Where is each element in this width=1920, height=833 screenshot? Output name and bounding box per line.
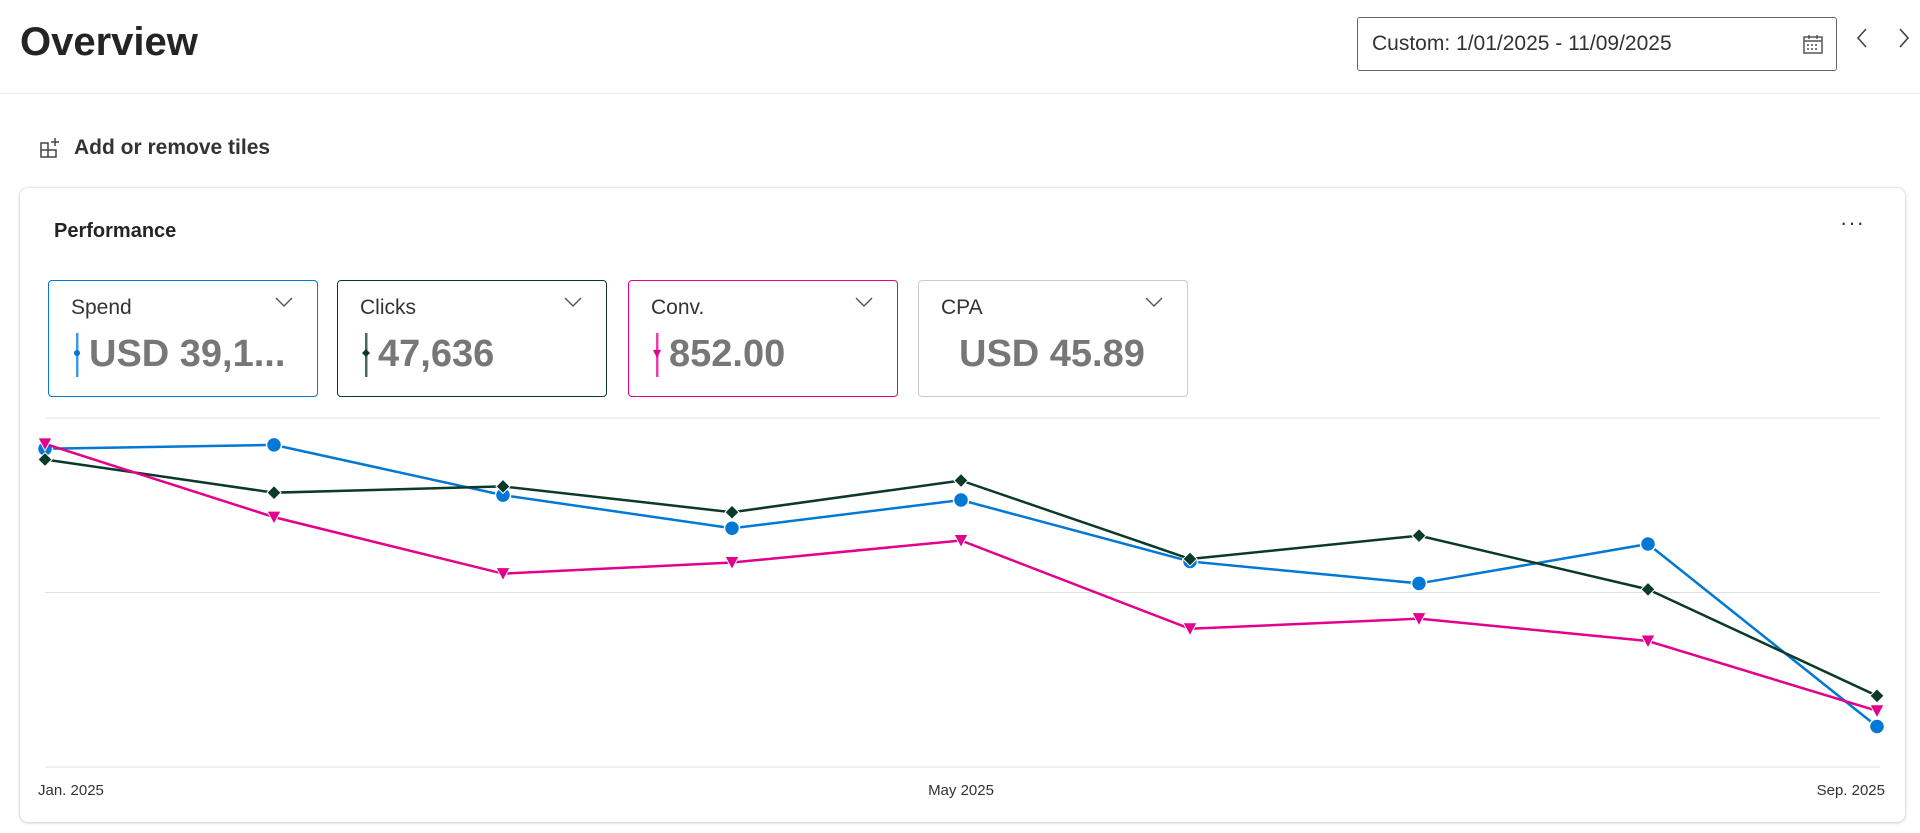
data-point: [266, 510, 282, 526]
chevron-left-icon[interactable]: [1855, 26, 1869, 50]
data-point: [266, 484, 282, 501]
data-point: [1410, 575, 1428, 592]
metric-tile-spend[interactable]: Spend USD 39,1...: [48, 280, 318, 397]
data-point: [37, 437, 53, 452]
tile-value: USD 45.89: [959, 333, 1145, 375]
data-point: [724, 555, 740, 571]
data-point: [1868, 718, 1886, 735]
tile-value: USD 39,1...: [89, 333, 286, 375]
data-point: [1869, 688, 1885, 704]
data-point: [723, 520, 741, 537]
metric-tile-clicks[interactable]: Clicks 47,636: [337, 280, 607, 397]
metric-tile-conv[interactable]: Conv. 852.00: [628, 280, 898, 397]
data-point: [1640, 581, 1656, 598]
date-range-picker[interactable]: Custom: 1/01/2025 - 11/09/2025: [1357, 17, 1837, 71]
add-tiles-label: Add or remove tiles: [74, 136, 271, 159]
data-point: [953, 472, 969, 489]
data-point: [495, 567, 511, 582]
header-divider: [0, 93, 1920, 94]
chevron-right-icon[interactable]: [1897, 26, 1911, 50]
tile-label: Conv.: [651, 296, 705, 319]
x-tick-label: Jan. 2025: [38, 782, 104, 799]
data-point: [495, 478, 511, 495]
chevron-down-icon[interactable]: [1143, 291, 1165, 313]
data-point: [1411, 527, 1427, 544]
data-point: [1182, 622, 1198, 637]
performance-card: Performance ··· Spend USD 39,1... Clicks …: [20, 188, 1905, 822]
diamond-marker-icon: [362, 333, 370, 377]
circle-marker-icon: [74, 333, 80, 377]
ellipsis-icon[interactable]: ···: [1840, 210, 1865, 235]
data-point: [724, 504, 740, 520]
data-point: [1639, 535, 1657, 553]
triangle-down-marker-icon: [653, 333, 661, 377]
page-title: Overview: [20, 20, 198, 64]
x-tick-label: May 2025: [928, 782, 994, 799]
tile-value: 47,636: [378, 333, 495, 375]
add-remove-tiles-button[interactable]: Add or remove tiles: [38, 136, 270, 160]
chevron-down-icon[interactable]: [853, 291, 875, 313]
tile-label: Clicks: [360, 296, 416, 319]
data-point: [1182, 551, 1198, 567]
data-point: [1411, 612, 1427, 627]
chevron-down-icon[interactable]: [562, 291, 584, 313]
card-title: Performance: [54, 220, 177, 242]
add-tiles-icon: [40, 138, 59, 158]
calendar-icon[interactable]: [1802, 33, 1824, 55]
tile-label: CPA: [941, 296, 983, 319]
date-range-value: Custom: 1/01/2025 - 11/09/2025: [1372, 32, 1672, 55]
data-point: [953, 533, 969, 549]
tile-value: 852.00: [669, 333, 786, 375]
data-point: [1869, 704, 1885, 719]
chevron-down-icon[interactable]: [273, 291, 295, 313]
metric-tile-cpa[interactable]: CPA USD 45.89: [918, 280, 1188, 397]
data-point: [37, 451, 53, 468]
tile-label: Spend: [71, 296, 132, 319]
data-point: [952, 491, 970, 509]
x-tick-label: Sep. 2025: [1817, 782, 1885, 799]
performance-chart: Jan. 2025 May 2025 Sep. 2025: [36, 417, 1886, 799]
data-point: [265, 436, 283, 454]
data-point: [1640, 634, 1656, 650]
